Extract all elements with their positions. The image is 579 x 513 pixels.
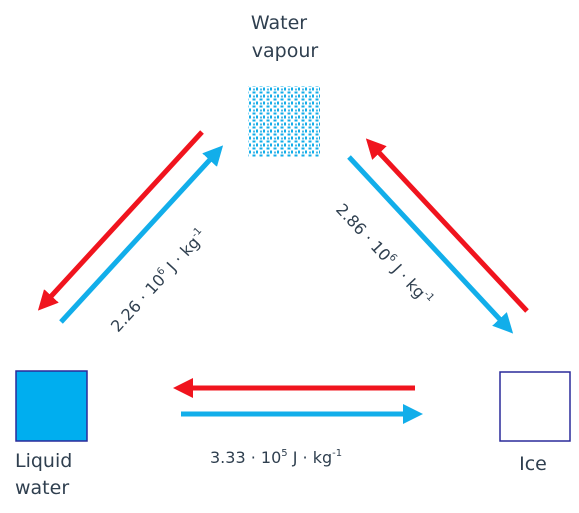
vapour-liquid-energy-label: 2.26 · 106 J · kg-1 (107, 225, 210, 335)
ice-label: Ice (519, 453, 547, 475)
liquid-water-label-line2: water (15, 477, 69, 499)
liquid-water-label-line1: Liquid (15, 450, 72, 472)
liquid-ice-energy-label: 3.33 · 105 J · kg-1 (210, 448, 342, 467)
vapour-liquid-mantissa: 2.26 · 10 (107, 270, 169, 335)
water-vapour-label-line1: Water (251, 12, 307, 34)
liquid-ice-unit: J · kg (288, 448, 332, 467)
liquid-ice-mantissa: 3.33 · 10 (210, 448, 281, 467)
ice-to-vapour-arrow (365, 138, 529, 313)
vapour-to-ice-arrow (347, 155, 514, 334)
liquid-water-box (15, 370, 88, 442)
liquid-water-node: Liquid water (15, 370, 88, 499)
ice-node: Ice (499, 371, 571, 475)
water-vapour-node: Water vapour (248, 12, 320, 157)
liquid-ice-exponent: 5 (281, 448, 287, 459)
liquid-to-vapour-arrow (59, 145, 224, 324)
water-vapour-box (248, 86, 320, 157)
vapour-to-liquid-arrow (37, 130, 204, 311)
ice-box (499, 371, 571, 442)
liquid-ice-unit-exponent: -1 (332, 448, 342, 459)
vapour-ice-mantissa: 2.86 · 10 (332, 200, 394, 265)
vapour-ice-energy-label: 2.86 · 106 J · kg-1 (332, 200, 436, 310)
water-vapour-label-line2: vapour (252, 40, 319, 62)
